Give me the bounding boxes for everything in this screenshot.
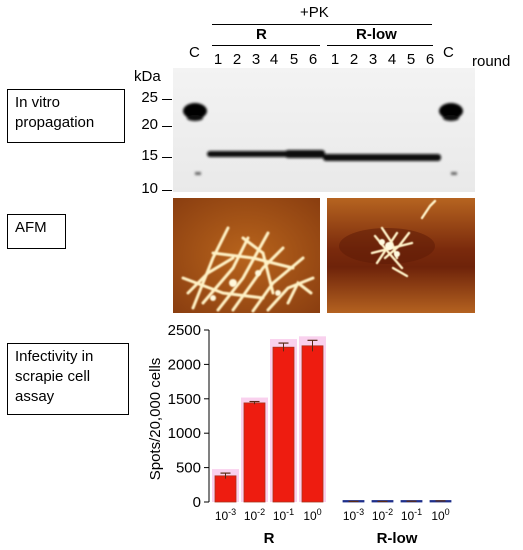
y-tick-label: 1500: [168, 391, 201, 408]
x-tick-label: 100: [431, 507, 449, 523]
control-right-label: C: [443, 44, 454, 61]
marker-10: 10: [141, 180, 158, 197]
lane-rlow-2: 2: [349, 51, 359, 68]
group-r-label: R: [256, 26, 267, 43]
marker-25: 25: [141, 89, 158, 106]
row-label-afm: AFM: [7, 214, 66, 249]
x-tick-label: 10-3: [215, 507, 236, 523]
afm-image-rlow: [327, 198, 475, 313]
infectivity-bar-chart: Spots/20,000 cells 0 500 1000 1500 2000 2500 1…: [147, 322, 452, 547]
control-left-label: C: [189, 44, 200, 61]
group-label: R: [264, 530, 275, 547]
marker-20-tick: [162, 126, 172, 127]
y-axis-label: Spots/20,000 cells: [147, 358, 164, 481]
y-tick-label: 2000: [168, 356, 201, 373]
marker-10-tick: [162, 190, 172, 191]
x-tick-label: 10-3: [343, 507, 364, 523]
y-tick-label: 500: [176, 460, 201, 477]
x-tick-label: 10-1: [401, 507, 422, 523]
lane-r-6: 6: [308, 51, 318, 68]
x-tick-label: 100: [303, 507, 321, 523]
bar: [243, 402, 266, 503]
pk-label: +PK: [300, 4, 329, 21]
y-tick-label: 0: [193, 494, 201, 511]
group-r-line: [212, 45, 320, 46]
lane-rlow-6: 6: [425, 51, 435, 68]
lane-rlow-1: 1: [330, 51, 340, 68]
group-rlow-line: [327, 45, 433, 46]
marker-20: 20: [141, 116, 158, 133]
lane-r-5: 5: [289, 51, 299, 68]
lane-r-2: 2: [232, 51, 242, 68]
lane-rlow-3: 3: [368, 51, 378, 68]
bar: [214, 475, 237, 503]
kda-label: kDa: [134, 68, 161, 85]
lane-rlow-5: 5: [406, 51, 416, 68]
y-tick-label: 2500: [168, 322, 201, 339]
x-tick-label: 10-2: [372, 507, 393, 523]
afm-image-r: [173, 198, 320, 313]
lane-rlow-4: 4: [387, 51, 397, 68]
pk-line: [212, 24, 432, 25]
marker-15: 15: [141, 147, 158, 164]
row-label-in-vitro: In vitro propagation: [7, 89, 125, 143]
lane-r-4: 4: [269, 51, 279, 68]
row-label-infectivity: Infectivity in scrapie cell assay: [7, 343, 129, 415]
y-tick-label: 1000: [168, 425, 201, 442]
marker-15-tick: [162, 157, 172, 158]
group-label: R-low: [377, 530, 418, 547]
western-blot-image: [173, 68, 475, 192]
bar: [272, 346, 295, 503]
lane-r-3: 3: [251, 51, 261, 68]
marker-25-tick: [162, 99, 172, 100]
x-tick-label: 10-2: [244, 507, 265, 523]
bar: [301, 345, 324, 503]
lane-r-1: 1: [213, 51, 223, 68]
group-rlow-label: R-low: [356, 26, 397, 43]
x-tick-label: 10-1: [273, 507, 294, 523]
round-label: round: [472, 53, 511, 70]
